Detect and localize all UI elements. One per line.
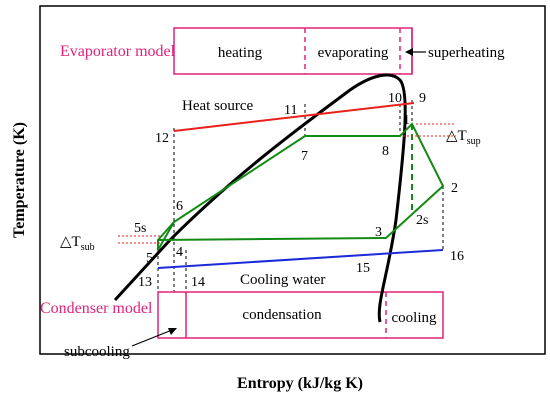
condenser-model-label: Condenser model [40, 300, 153, 317]
point-12: 12 [155, 131, 169, 146]
point-8: 8 [382, 144, 389, 159]
subcooling-arrow [131, 329, 173, 347]
evaporating-label: evaporating [318, 45, 389, 61]
subcooling-arrow-head [168, 328, 177, 335]
point-5: 5 [146, 251, 153, 266]
superheating-label: superheating [428, 45, 505, 61]
plot-frame [39, 5, 546, 355]
point-10: 10 [388, 91, 402, 106]
point-1: 1 [403, 113, 410, 128]
delta-t-sup: △Tsup [446, 128, 481, 147]
point-3: 3 [375, 225, 382, 240]
point-6: 6 [176, 199, 183, 214]
cooling-water-line [157, 249, 444, 269]
cooling-water-label: Cooling water [240, 272, 325, 288]
orc-cycle [157, 122, 445, 251]
delta-t-sub: △Tsub [60, 234, 95, 253]
heating-label: heating [218, 45, 263, 61]
delta-markers [118, 123, 456, 244]
condensation-label: condensation [242, 307, 322, 323]
point-14: 14 [191, 275, 205, 290]
point-4: 4 [176, 245, 183, 260]
superheating-arrow-head [405, 48, 413, 56]
point-15: 15 [356, 261, 370, 276]
cooling-label: cooling [392, 310, 437, 326]
point-16: 16 [450, 249, 464, 264]
heat-source-line [173, 102, 415, 132]
condenser-box [157, 291, 444, 339]
subcooling-label: subcooling [64, 344, 130, 360]
point-11: 11 [284, 103, 297, 118]
point-9: 9 [419, 91, 426, 106]
x-axis-label: Entropy (kJ/kg K) [237, 375, 363, 392]
point-2: 2 [451, 181, 458, 196]
point-2s: 2s [416, 213, 428, 228]
point-7: 7 [301, 149, 308, 164]
point-5s: 5s [134, 221, 146, 236]
guide-lines [157, 100, 444, 292]
y-axis-label: Temperature (K) [11, 122, 28, 238]
heat-source-label: Heat source [182, 98, 254, 114]
point-13: 13 [138, 275, 152, 290]
evaporator-model-label: Evaporator model [60, 43, 176, 60]
